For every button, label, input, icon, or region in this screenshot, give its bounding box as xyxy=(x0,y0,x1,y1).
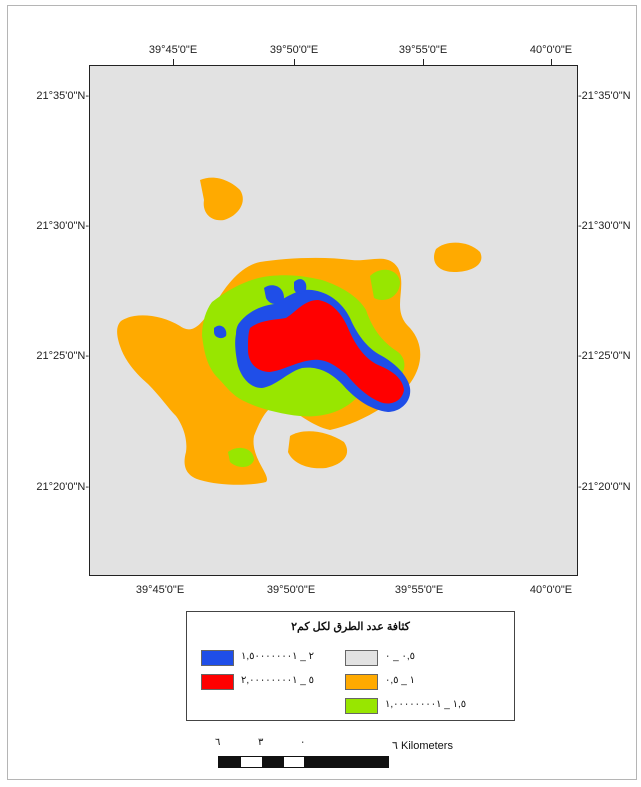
left-tick-label: 21°35'0"N- xyxy=(36,90,89,102)
left-tick-label: 21°20'0"N- xyxy=(36,481,89,493)
top-tick-label: 40°0'0"E xyxy=(529,44,573,56)
density-zone-05-1 xyxy=(200,177,243,221)
density-zone-05-1 xyxy=(434,242,482,272)
scale-number: ٦ xyxy=(215,737,221,748)
density-zone-1-15 xyxy=(228,447,254,467)
tick-mark xyxy=(294,59,295,65)
density-zone-15-2 xyxy=(294,279,307,294)
left-tick-label: 21°30'0"N- xyxy=(36,220,89,232)
legend-swatch xyxy=(345,674,378,690)
scale-number: ٣ xyxy=(258,737,264,748)
legend-label: ٢ _ ١,٥٠٠٠٠٠٠٠١ xyxy=(241,651,314,662)
map-legend: كثافة عدد الطرق لكل كم٢ ٢ _ ١,٥٠٠٠٠٠٠٠١ … xyxy=(186,611,515,721)
scale-bar xyxy=(218,756,389,768)
legend-item: ٥ _ ٢,٠٠٠٠٠٠٠٠١ xyxy=(201,674,351,690)
density-zone-15-2 xyxy=(264,285,284,304)
legend-swatch xyxy=(201,674,234,690)
legend-swatch xyxy=(345,650,378,666)
legend-label: ٠,٥ _ ٠ xyxy=(385,651,416,662)
right-tick-label: -21°30'0"N xyxy=(578,220,631,232)
density-zone-05-1 xyxy=(288,431,348,469)
density-zone-15-2 xyxy=(214,325,227,339)
right-tick-label: -21°25'0"N xyxy=(578,350,631,362)
bottom-tick-label: 39°55'0"E xyxy=(394,584,444,596)
density-zone-1-15 xyxy=(370,269,400,301)
tick-mark xyxy=(173,59,174,65)
legend-label: ٥ _ ٢,٠٠٠٠٠٠٠٠١ xyxy=(241,675,314,686)
top-tick-label: 39°50'0"E xyxy=(269,44,319,56)
density-zone-2-5 xyxy=(248,300,404,404)
scale-number: ٠ xyxy=(300,737,306,748)
top-tick-label: 39°45'0"E xyxy=(148,44,198,56)
scale-unit-label: ٦ Kilometers xyxy=(392,740,453,752)
legend-title: كثافة عدد الطرق لكل كم٢ xyxy=(291,621,410,633)
scale-segment xyxy=(262,757,284,767)
scale-segment xyxy=(304,757,388,767)
tick-mark xyxy=(551,59,552,65)
legend-item: ١ _ ٠,٥ xyxy=(345,674,505,690)
bottom-tick-label: 40°0'0"E xyxy=(529,584,573,596)
density-map-canvas xyxy=(90,66,577,575)
legend-label: ١ _ ٠,٥ xyxy=(385,675,416,686)
legend-item: ٢ _ ١,٥٠٠٠٠٠٠٠١ xyxy=(201,650,351,666)
tick-mark xyxy=(423,59,424,65)
legend-item: ١,٥ _ ١,٠٠٠٠٠٠٠٠١ xyxy=(345,698,505,714)
bottom-tick-label: 39°50'0"E xyxy=(266,584,316,596)
bottom-tick-label: 39°45'0"E xyxy=(135,584,185,596)
legend-swatch xyxy=(345,698,378,714)
right-tick-label: -21°35'0"N xyxy=(578,90,631,102)
right-tick-label: -21°20'0"N xyxy=(578,481,631,493)
left-tick-label: 21°25'0"N- xyxy=(36,350,89,362)
legend-label: ١,٥ _ ١,٠٠٠٠٠٠٠٠١ xyxy=(385,699,467,710)
scale-segment xyxy=(219,757,241,767)
density-map: N xyxy=(89,65,578,576)
figure-frame xyxy=(7,5,637,780)
legend-swatch xyxy=(201,650,234,666)
top-tick-label: 39°55'0"E xyxy=(398,44,448,56)
legend-item: ٠,٥ _ ٠ xyxy=(345,650,505,666)
